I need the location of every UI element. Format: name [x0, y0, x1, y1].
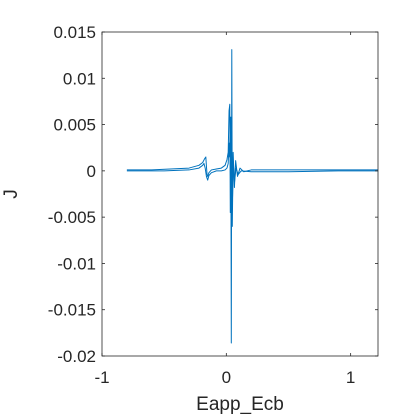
- y-tick-label: 0.005: [53, 116, 96, 135]
- plot-frame: [101, 31, 379, 357]
- plot-background: [102, 32, 378, 356]
- y-tick-label: 0: [87, 162, 96, 181]
- tick-label-layer: -1 0 1 0.015 0.01 0.005 0 -0.005 -0.01 -0.015 -0.0…: [48, 23, 356, 387]
- x-tick-label: -1: [94, 368, 109, 387]
- plot-area: [101, 31, 379, 357]
- x-tick-label: 1: [346, 368, 355, 387]
- y-tick-label: 0.01: [63, 69, 96, 88]
- x-axis-label: Eapp_Ecb: [196, 394, 284, 415]
- tick-layer: [101, 31, 378, 357]
- y-tick-label: 0.015: [53, 23, 96, 42]
- y-tick-label: -0.01: [57, 254, 96, 273]
- y-tick-label: -0.02: [57, 347, 96, 366]
- series-line-1: [126, 49, 378, 344]
- x-tick-label: 0: [222, 368, 231, 387]
- y-tick-label: -0.005: [48, 208, 96, 227]
- series-layer: [126, 49, 378, 344]
- series-line-2: [126, 131, 378, 223]
- y-tick-label: -0.015: [48, 301, 96, 320]
- y-axis-label: J: [1, 189, 22, 199]
